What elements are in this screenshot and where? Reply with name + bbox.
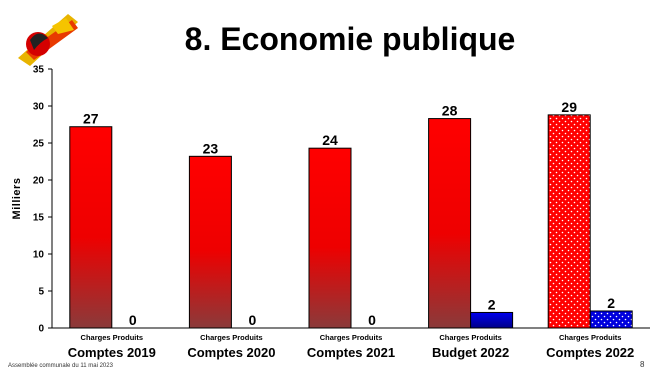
bar-charges [69, 126, 113, 329]
data-label: 27 [83, 111, 99, 127]
data-label: 24 [322, 132, 338, 148]
category-label: Comptes 2022 [546, 345, 634, 360]
data-label: 23 [203, 140, 219, 156]
data-label: 0 [129, 312, 137, 328]
data-label: 2 [488, 296, 496, 312]
footer-text: Assemblée communale du 11 mai 2023 [8, 363, 113, 369]
bar-produits [470, 311, 514, 329]
category-label: Budget 2022 [432, 345, 509, 360]
category-sub-label: Charges Produits [320, 333, 383, 342]
y-tick-label: 10 [33, 250, 45, 261]
y-tick-label: 30 [33, 102, 45, 113]
bar-charges [547, 114, 591, 329]
y-tick-label: 15 [33, 213, 45, 224]
data-label: 29 [561, 99, 577, 115]
y-tick-label: 25 [33, 139, 45, 150]
logo-icon [18, 14, 78, 66]
data-label: 28 [442, 103, 458, 119]
data-label: 2 [607, 295, 615, 311]
y-tick-label: 35 [33, 65, 45, 76]
category-label: Comptes 2020 [187, 345, 275, 360]
category-sub-label: Charges Produits [439, 333, 502, 342]
category-label: Comptes 2021 [307, 345, 395, 360]
y-tick-label: 0 [38, 324, 44, 335]
category-label: Comptes 2019 [68, 345, 156, 360]
bar-produits [589, 310, 633, 329]
bar-charges [308, 147, 352, 329]
category-sub-label: Charges Produits [200, 333, 263, 342]
category-sub-label: Charges Produits [81, 333, 144, 342]
y-axis-label: Milliers [11, 178, 23, 220]
data-label: 0 [249, 312, 257, 328]
bar-charges [188, 155, 232, 329]
page-number: 8 [640, 360, 645, 369]
page-title: 8. Economie publique [184, 21, 516, 57]
y-tick-label: 5 [38, 287, 44, 298]
bar-charges [428, 118, 472, 329]
y-tick-label: 20 [33, 176, 45, 187]
data-label: 0 [368, 312, 376, 328]
category-sub-label: Charges Produits [559, 333, 622, 342]
